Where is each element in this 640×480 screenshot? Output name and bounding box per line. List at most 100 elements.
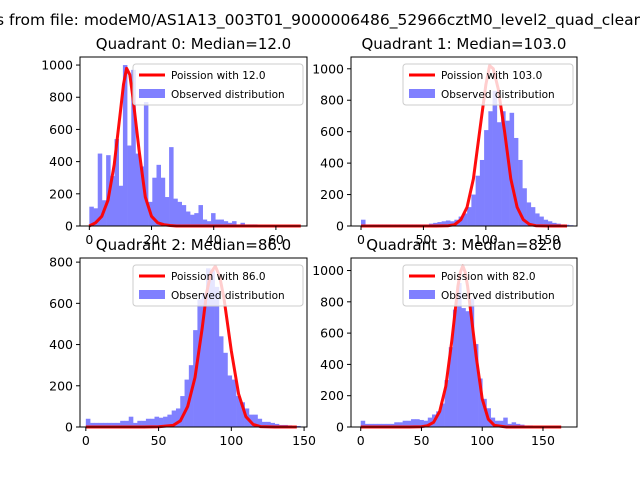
x-tick-label: 100: [474, 232, 498, 247]
hist-bar: [232, 221, 237, 226]
hist-bar: [505, 120, 510, 226]
hist-bar: [270, 422, 275, 427]
hist-bar: [296, 425, 301, 427]
hist-bar: [214, 286, 220, 427]
hist-bar: [115, 422, 121, 427]
legend-label: Observed distribution: [441, 290, 555, 302]
y-tick-label: 400: [49, 154, 73, 169]
legend-label: Poission with 82.0: [441, 271, 536, 283]
hist-bar: [150, 418, 155, 427]
x-tick-label: 100: [470, 433, 494, 448]
hist-bar: [158, 417, 164, 427]
hist-bar: [522, 188, 527, 226]
hist-bar: [111, 422, 117, 427]
hist-bar: [518, 159, 523, 226]
hist-bar: [535, 213, 540, 226]
hist-bar: [236, 396, 241, 427]
hist-bar: [394, 422, 399, 427]
legend-label: Observed distribution: [441, 89, 555, 101]
hist-bar: [547, 221, 553, 226]
legend-label: Poission with 12.0: [171, 70, 266, 82]
hist-bar: [564, 224, 570, 226]
hist-bar: [94, 422, 99, 427]
y-tick-label: 1000: [312, 61, 344, 76]
y-tick-label: 0: [336, 219, 344, 234]
hist-bar: [185, 211, 191, 226]
x-tick-label: 150: [531, 433, 555, 448]
x-tick-label: 150: [536, 232, 560, 247]
y-tick-label: 400: [320, 156, 344, 171]
legend: Poission with 82.0 Observed distribution: [402, 264, 574, 307]
hist-bar: [488, 111, 493, 226]
hist-bar: [122, 65, 128, 226]
hist-bar: [135, 153, 141, 226]
hist-bar: [475, 175, 481, 226]
hist-bar: [128, 416, 134, 427]
suptitle: Plots from file: modeM0/AS1A13_003T01_90…: [0, 11, 640, 30]
x-tick-label: 0: [82, 433, 90, 448]
hist-bar: [467, 207, 472, 226]
hist-bar: [143, 102, 149, 226]
x-tick-label: 0: [357, 232, 365, 247]
hist-bar: [515, 423, 521, 427]
hist-bar: [406, 420, 412, 427]
hist-bar: [274, 423, 280, 427]
plot-1: 0 50 100 150 0 200 400 600 800 1000 Quadrant 1: Me…: [312, 35, 578, 247]
y-tick-label: 0: [336, 420, 344, 435]
hist-bar: [102, 422, 108, 427]
hist-bar: [89, 206, 94, 226]
hist-bar: [509, 112, 515, 226]
hist-bar: [552, 222, 557, 226]
hist-bar: [240, 222, 245, 226]
plot-title: Quadrant 2: Median=86.0: [96, 236, 291, 254]
x-tick-label: 150: [292, 433, 316, 448]
hist-bar: [530, 207, 536, 226]
legend-box: [402, 63, 574, 106]
hist-bar: [223, 221, 229, 226]
hist-bar: [373, 423, 378, 427]
hist-bar: [90, 422, 95, 427]
hist-bar: [473, 344, 479, 427]
hist-bar: [411, 419, 416, 427]
hist-bar: [210, 270, 215, 427]
hist-bar: [381, 423, 387, 427]
plot-3: 0 50 100 150 0 200 400 600 800 1000 Quadrant 3: Me…: [312, 236, 578, 448]
legend-label: Observed distribution: [171, 89, 285, 101]
legend-label: Poission with 86.0: [171, 271, 266, 283]
hist-bar: [503, 417, 508, 427]
hist-bar: [494, 420, 500, 427]
hist-bar: [227, 222, 233, 226]
hist-bar: [240, 402, 245, 427]
legend: Poission with 12.0 Observed distribution: [132, 63, 304, 106]
y-tick-label: 200: [320, 388, 344, 403]
plot-title: Quadrant 3: Median=82.0: [366, 236, 561, 254]
hist-bar: [398, 422, 403, 427]
hist-bar: [360, 219, 366, 226]
hist-bar: [452, 309, 458, 427]
hist-bar: [180, 396, 185, 427]
hist-bar: [137, 420, 142, 427]
x-tick-label: 100: [219, 433, 243, 448]
hist-bar: [85, 418, 91, 427]
hist-bar: [423, 420, 429, 427]
hist-bar: [139, 166, 145, 226]
hist-bar: [177, 201, 182, 226]
hist-bar: [93, 208, 99, 226]
hist-bar: [471, 194, 476, 226]
hist-bar: [184, 379, 190, 427]
hist-bar: [543, 219, 549, 226]
hist-bar: [415, 419, 420, 427]
legend-box: [132, 264, 304, 307]
x-tick-label: 0: [85, 232, 93, 247]
hist-bar: [501, 111, 506, 226]
y-tick-label: 400: [320, 357, 344, 372]
hist-bar: [97, 153, 103, 226]
hist-bar: [223, 352, 228, 427]
hist-bar: [231, 379, 237, 427]
hist-bar: [253, 414, 258, 427]
hist-bar: [266, 421, 271, 427]
hist-bar: [110, 176, 115, 226]
hist-bar: [478, 378, 483, 427]
hist-bar: [427, 417, 433, 427]
hist-bar: [124, 420, 130, 427]
